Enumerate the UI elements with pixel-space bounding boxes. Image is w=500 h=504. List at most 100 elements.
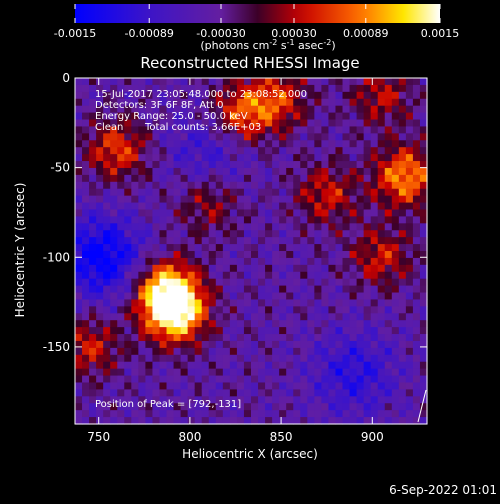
heatmap-cell (222, 368, 231, 377)
heatmap-cell (300, 347, 308, 356)
heatmap-cell (110, 417, 118, 425)
heatmap-cell (251, 98, 259, 107)
heatmap-cell (391, 271, 400, 280)
heatmap-cell (145, 320, 154, 328)
heatmap-cell (131, 327, 139, 335)
heatmap-cell (89, 78, 97, 86)
heatmap-cell (363, 119, 372, 128)
heatmap-cell (377, 174, 386, 183)
heatmap-cell (349, 126, 358, 134)
heatmap-cell (349, 320, 358, 328)
heatmap-cell (391, 396, 400, 404)
heatmap-cell (208, 299, 217, 307)
heatmap-cell (419, 154, 428, 162)
heatmap-cell (314, 78, 322, 86)
heatmap-cell (328, 368, 337, 377)
heatmap-cell (173, 361, 182, 370)
heatmap-cell (236, 147, 245, 155)
heatmap-cell (138, 327, 146, 335)
heatmap-cell (166, 382, 175, 390)
heatmap-cell (124, 271, 132, 280)
heatmap-cell (152, 223, 161, 231)
heatmap-cell (251, 195, 259, 204)
heatmap-cell (222, 361, 231, 370)
heatmap-cell (159, 417, 168, 425)
heatmap-cell (412, 167, 421, 176)
heatmap-cell (314, 91, 322, 100)
heatmap-cell (419, 320, 428, 328)
heatmap-cell (363, 209, 372, 217)
heatmap-cell (222, 195, 231, 204)
heatmap-cell (370, 91, 379, 100)
heatmap-cell (335, 209, 344, 217)
heatmap-cell (236, 167, 245, 176)
heatmap-cell (243, 299, 252, 307)
heatmap-cell (370, 105, 379, 114)
heatmap-cell (391, 98, 400, 107)
heatmap-cell (194, 112, 203, 121)
heatmap-cell (222, 354, 231, 363)
heatmap-cell (419, 84, 428, 93)
heatmap-cell (215, 91, 224, 100)
heatmap-cell (194, 154, 203, 162)
heatmap-cell (356, 361, 365, 370)
heatmap-cell (300, 161, 308, 169)
heatmap-cell (173, 264, 182, 273)
heatmap-cell (159, 209, 168, 217)
heatmap-cell (321, 140, 330, 148)
heatmap-cell (335, 105, 344, 114)
heatmap-cell (145, 188, 154, 197)
heatmap-cell (75, 313, 83, 321)
heatmap-cell (96, 133, 104, 141)
heatmap-cell (96, 347, 104, 356)
heatmap-cell (342, 105, 351, 114)
heatmap-cell (236, 78, 245, 86)
heatmap-cell (138, 133, 146, 141)
heatmap-cell (335, 181, 344, 190)
heatmap-cell (243, 368, 252, 377)
heatmap-cell (370, 126, 379, 134)
heatmap-cell (180, 347, 189, 356)
heatmap-cell (229, 354, 238, 363)
heatmap-cell (412, 188, 421, 197)
heatmap-cell (258, 126, 266, 134)
heatmap-cell (363, 292, 372, 301)
heatmap-cell (208, 382, 217, 390)
heatmap-cell (152, 320, 161, 328)
heatmap-cell (412, 257, 421, 266)
heatmap-cell (412, 403, 421, 411)
heatmap-cell (131, 306, 139, 314)
heatmap-cell (384, 140, 393, 148)
heatmap-cell (124, 340, 132, 349)
heatmap-cell (201, 181, 210, 190)
heatmap-cell (229, 91, 238, 100)
heatmap-cell (117, 84, 125, 93)
heatmap-cell (103, 147, 111, 155)
heatmap-cell (279, 368, 287, 377)
heatmap-cell (370, 140, 379, 148)
heatmap-cell (208, 98, 217, 107)
heatmap-cell (349, 292, 358, 301)
heatmap-cell (300, 237, 308, 245)
heatmap-cell (328, 78, 337, 86)
heatmap-cell (384, 382, 393, 390)
heatmap-cell (356, 223, 365, 231)
heatmap-cell (398, 209, 407, 217)
heatmap-cell (398, 361, 407, 370)
heatmap-cell (258, 98, 266, 107)
heatmap-cell (356, 237, 365, 245)
heatmap-cell (272, 257, 280, 266)
heatmap-cell (173, 98, 182, 107)
heatmap-cell (307, 264, 315, 273)
heatmap-cell (215, 389, 224, 397)
heatmap-cell (265, 396, 273, 404)
heatmap-cell (166, 320, 175, 328)
heatmap-cell (307, 223, 315, 231)
heatmap-cell (363, 410, 372, 418)
heatmap-cell (391, 223, 400, 231)
heatmap-cell (96, 313, 104, 321)
heatmap-cell (187, 188, 196, 197)
heatmap-cell (265, 202, 273, 211)
heatmap-cell (419, 105, 428, 114)
heatmap-cell (356, 84, 365, 93)
